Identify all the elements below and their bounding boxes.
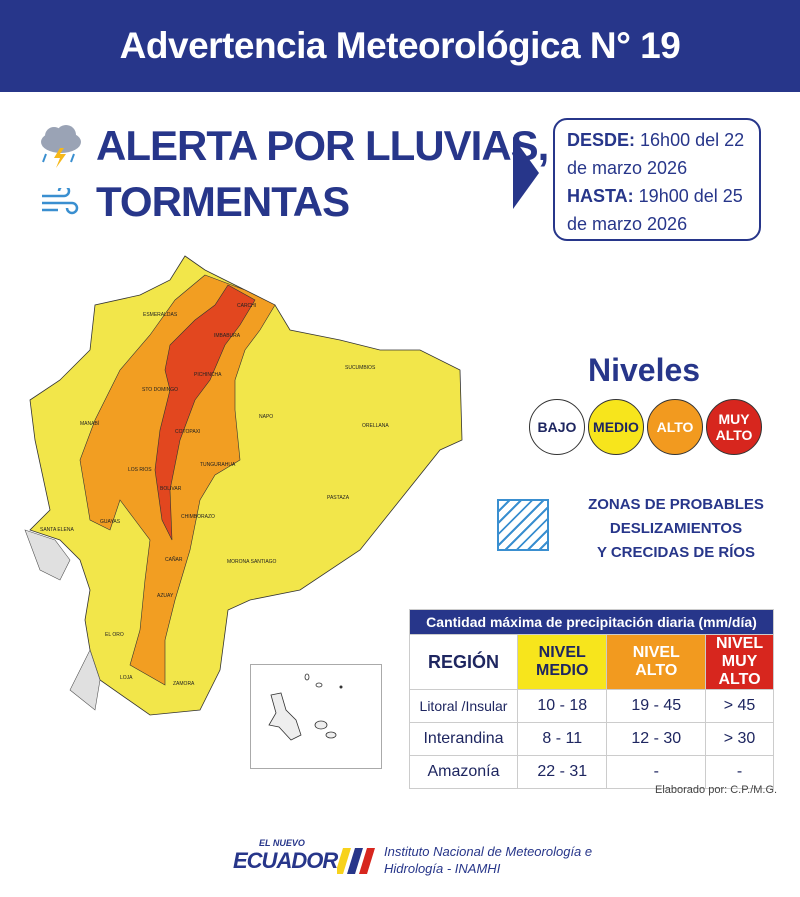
label-napo: NAPO <box>259 414 273 420</box>
cell: 19 - 45 <box>606 689 707 723</box>
level-medio: MEDIO <box>588 399 644 455</box>
landslide-legend: ZONAS DE PROBABLES DESLIZAMIENTOS Y CREC… <box>586 493 766 565</box>
cell: 10 - 18 <box>516 689 608 723</box>
header-alto: NIVEL ALTO <box>606 634 707 690</box>
table-row: Interandina 8 - 11 12 - 30 > 30 <box>409 722 774 756</box>
table-caption: Cantidad máxima de precipitación diaria … <box>409 609 774 635</box>
label-guayas: GUAYAS <box>100 519 121 525</box>
institution-line-2: Hidrología - INAMHI <box>384 861 501 876</box>
label-pastaza: PASTAZA <box>327 495 350 501</box>
galapagos-map <box>268 673 343 741</box>
landslide-line-2: DESLIZAMIENTOS <box>609 520 743 537</box>
ecuador-map: ESMERALDAS CARCHI IMBABURA SUCUMBIOS PIC… <box>24 255 463 716</box>
cell: 22 - 31 <box>516 755 608 789</box>
label-sucumbios: SUCUMBIOS <box>345 365 376 371</box>
levels-title: Niveles <box>588 352 701 388</box>
cell: - <box>606 755 707 789</box>
logo-small-text: EL NUEVO <box>259 838 305 848</box>
label-cotopaxi: COTOPAXI <box>175 429 200 435</box>
landslide-line-3: Y CRECIDAS DE RÍOS <box>596 544 756 561</box>
ecuador-logo: EL NUEVO ECUADOR <box>233 838 383 874</box>
label-morona-santiago: MORONA SANTIAGO <box>227 559 277 565</box>
label-tungurahua: TUNGURAHUA <box>200 462 236 468</box>
label-orellana: ORELLANA <box>362 423 389 429</box>
from-label: DESDE: <box>567 130 636 150</box>
precipitation-table: Cantidad máxima de precipitación diaria … <box>409 609 774 789</box>
institution-line-1: Instituto Nacional de Meteorología e <box>384 844 593 859</box>
alert-title: ALERTA POR LLUVIAS, TORMENTAS <box>96 118 549 230</box>
label-pichincha: PICHINCHA <box>194 372 222 378</box>
header-title: Advertencia Meteorológica N° 19 <box>0 0 800 92</box>
institution-name: Instituto Nacional de Meteorología e Hid… <box>384 843 592 877</box>
level-bajo: BAJO <box>529 399 585 455</box>
label-el-oro: EL ORO <box>105 632 124 638</box>
label-santa-elena: SANTA ELENA <box>40 527 74 533</box>
cell: Interandina <box>409 722 518 756</box>
arrow-icon <box>513 137 539 209</box>
cell: > 30 <box>705 722 774 756</box>
cell: Amazonía <box>409 755 518 789</box>
landslide-line-1: ZONAS DE PROBABLES <box>588 496 764 513</box>
alert-line-2: TORMENTAS <box>96 178 350 225</box>
label-azuay: AZUAY <box>157 593 174 599</box>
storm-cloud-icon <box>41 125 81 168</box>
table-row: Litoral /Insular 10 - 18 19 - 45 > 45 <box>409 689 774 723</box>
cell: 12 - 30 <box>606 722 707 756</box>
level-muy-alto: MUY ALTO <box>706 399 762 455</box>
galapagos-inset <box>250 664 382 769</box>
map-alto-zone <box>79 274 276 686</box>
alert-line-1: ALERTA POR LLUVIAS, <box>96 122 549 169</box>
wind-icon <box>42 188 79 215</box>
cell: Litoral /Insular <box>409 689 518 723</box>
map-bajo-zone <box>24 529 101 711</box>
to-label: HASTA: <box>567 186 634 206</box>
label-manabi: MANABÍ <box>80 420 100 427</box>
credit: Elaborado por: C.P./M.G. <box>655 784 778 796</box>
map-muy-alto-zone <box>154 284 256 541</box>
cell: 8 - 11 <box>516 722 608 756</box>
label-canar: CAÑAR <box>165 556 183 563</box>
label-zamora: ZAMORA <box>173 681 195 687</box>
header-muy-alto: NIVEL MUY ALTO <box>705 634 774 690</box>
cell: - <box>705 755 774 789</box>
label-imbabura: IMBABURA <box>214 333 241 339</box>
label-los-rios: LOS RIOS <box>128 467 152 473</box>
landslide-hatch-icon <box>497 499 549 551</box>
validity-box: DESDE: 16h00 del 22 de marzo 2026 HASTA:… <box>553 118 761 241</box>
flag-stripes-icon <box>337 848 376 874</box>
header-medio: NIVEL MEDIO <box>516 634 608 690</box>
label-carchi: CARCHI <box>237 303 256 309</box>
label-esmeraldas: ESMERALDAS <box>143 312 178 318</box>
logo-big-text: ECUADOR <box>233 848 338 873</box>
to-value: 19h00 del 25 de marzo 2026 <box>567 186 743 234</box>
cell: > 45 <box>705 689 774 723</box>
from-value: 16h00 del 22 de marzo 2026 <box>567 130 745 178</box>
label-sto-domingo: STO DOMINGO <box>142 387 178 393</box>
table-row: Amazonía 22 - 31- - <box>409 755 774 789</box>
label-loja: LOJA <box>120 675 133 681</box>
label-chimborazo: CHIMBORAZO <box>181 514 215 520</box>
level-alto: ALTO <box>647 399 703 455</box>
header-region: REGIÓN <box>409 634 518 690</box>
province-labels: ESMERALDAS CARCHI IMBABURA SUCUMBIOS PIC… <box>40 303 389 687</box>
label-bolivar: BOLIVAR <box>160 486 182 492</box>
